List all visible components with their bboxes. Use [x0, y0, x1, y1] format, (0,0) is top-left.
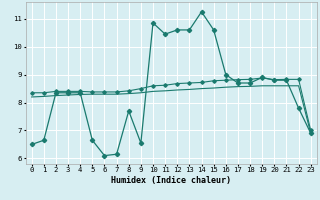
X-axis label: Humidex (Indice chaleur): Humidex (Indice chaleur): [111, 176, 231, 185]
